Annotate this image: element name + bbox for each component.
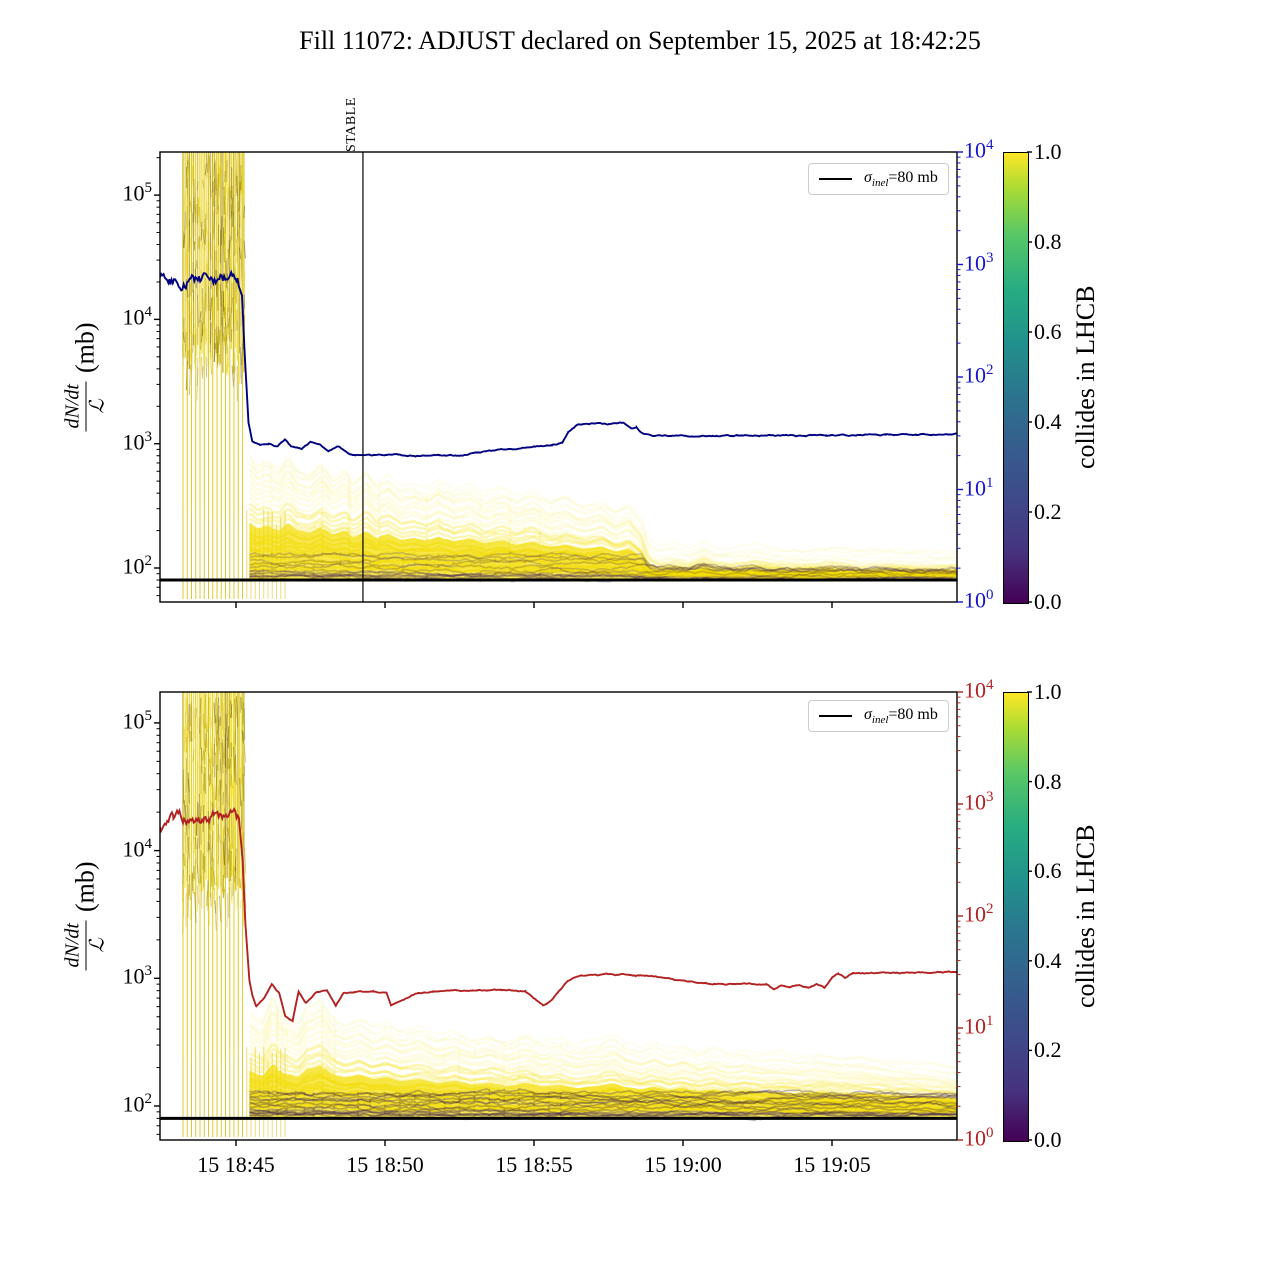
main-rate-line-bottom: [160, 807, 957, 1023]
main-rate-line-top: [160, 269, 957, 458]
panel-top-data: [160, 152, 957, 602]
panel-bottom-data: [160, 692, 957, 1137]
panel-bottom-axes: [154, 691, 1032, 1146]
